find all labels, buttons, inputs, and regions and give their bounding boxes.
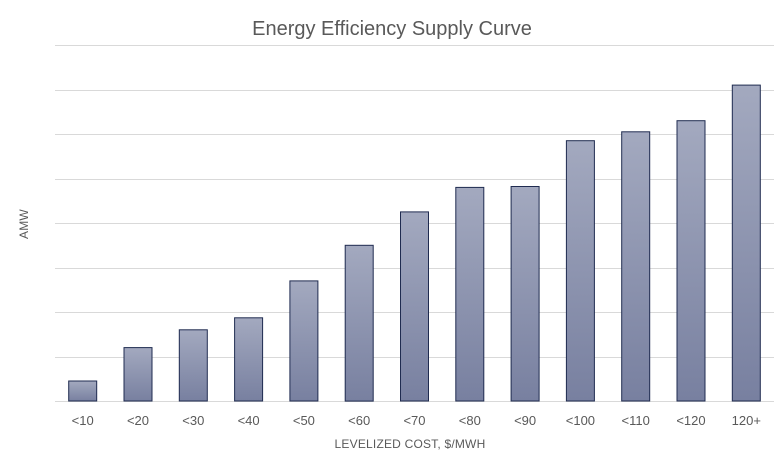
chart-title: Energy Efficiency Supply Curve <box>252 18 532 40</box>
x-tick-label: <100 <box>566 413 595 428</box>
bar-10 <box>621 131 651 402</box>
bar-8 <box>510 186 540 402</box>
x-tick-label: <110 <box>622 413 650 428</box>
x-tick-label: <70 <box>403 413 425 428</box>
x-tick-label: <80 <box>459 413 481 428</box>
bar-0 <box>68 380 98 402</box>
bar-2 <box>178 329 208 402</box>
bar-3 <box>234 317 264 402</box>
bar-5 <box>344 244 374 402</box>
bar-12 <box>731 84 761 402</box>
bar-11 <box>676 120 706 402</box>
x-tick-label: 120+ <box>732 413 761 428</box>
bar-9 <box>565 140 595 402</box>
bar-4 <box>289 280 319 402</box>
bar-1 <box>123 347 153 402</box>
x-tick-label: <60 <box>348 413 370 428</box>
x-tick-label: <90 <box>514 413 536 428</box>
x-tick-label: <40 <box>238 413 260 428</box>
x-tick-label: <30 <box>182 413 204 428</box>
x-tick-label: <120 <box>676 413 705 428</box>
x-axis-label: LEVELIZED COST, $/MWH <box>335 437 486 451</box>
x-tick-labels: <10 <20 <30 <40 <50 <60 <70 <80 <90 <100 <110 <120 1… <box>72 413 761 428</box>
x-tick-label: <20 <box>127 413 149 428</box>
y-axis-label: AMW <box>17 209 31 239</box>
x-tick-label: <10 <box>72 413 94 428</box>
bar-6 <box>400 211 429 402</box>
bars <box>68 84 761 402</box>
bar-7 <box>455 186 485 402</box>
x-tick-label: <50 <box>293 413 315 428</box>
